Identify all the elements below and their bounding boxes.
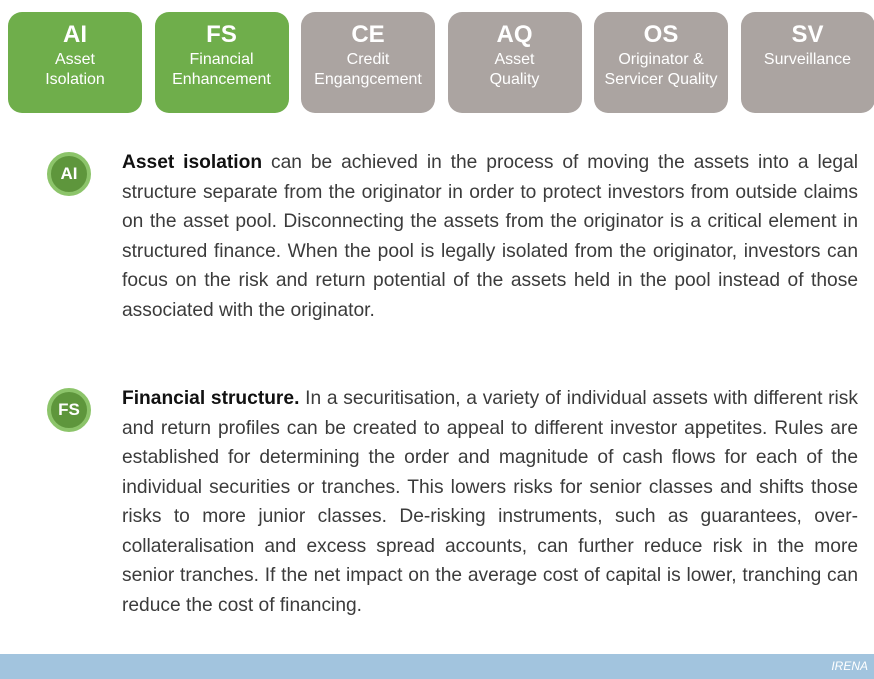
tab-label: Asset — [494, 51, 535, 68]
tab[interactable]: AI Asset Isolation — [8, 12, 142, 113]
tab-label: Surveillance — [763, 51, 852, 68]
lead: Asset isolation — [122, 152, 263, 173]
tab[interactable]: FS Financial Enhancement — [154, 12, 289, 113]
tab-label: Quality — [489, 71, 540, 88]
body-text: can be achieved in the process of moving… — [122, 152, 859, 321]
tab-label: Originator & — [618, 51, 704, 68]
tab-abbr: OS — [643, 21, 679, 48]
tab[interactable]: CE Credit Engangcement — [301, 12, 435, 113]
paragraph: Financial structure. In a securitisation… — [122, 384, 858, 620]
tab-label: Servicer Quality — [604, 71, 718, 88]
footer: IRENA — [0, 654, 874, 679]
badge: AI — [47, 152, 91, 196]
tab-label: Engangcement — [314, 71, 422, 88]
tab-label: Financial — [189, 51, 254, 68]
tab-abbr: FS — [206, 21, 237, 48]
body-text: In a securitisation, a variety of indivi… — [122, 388, 858, 616]
tab[interactable]: SV Surveillance — [740, 12, 874, 113]
footer-text: IRENA — [831, 659, 868, 673]
lead: Financial structure. — [122, 388, 300, 409]
tab-label: Asset — [54, 51, 95, 68]
tab-label: Isolation — [45, 71, 105, 88]
tab-bar: AI Asset Isolation FS Financial Enhancement CE… — [8, 12, 874, 113]
tab-abbr: AI — [63, 21, 87, 48]
tab[interactable]: AQ Asset Quality — [447, 12, 582, 113]
tab-abbr: SV — [791, 21, 824, 48]
tab[interactable]: OS Originator & Servicer Quality — [594, 12, 728, 113]
badge: FS — [47, 388, 91, 432]
tab-label: Credit — [346, 51, 390, 68]
paragraph: Asset isolation can be achieved in the p… — [122, 148, 858, 325]
tab-abbr: AQ — [496, 21, 533, 48]
tab-abbr: CE — [351, 21, 385, 48]
tab-label: Enhancement — [172, 71, 271, 88]
